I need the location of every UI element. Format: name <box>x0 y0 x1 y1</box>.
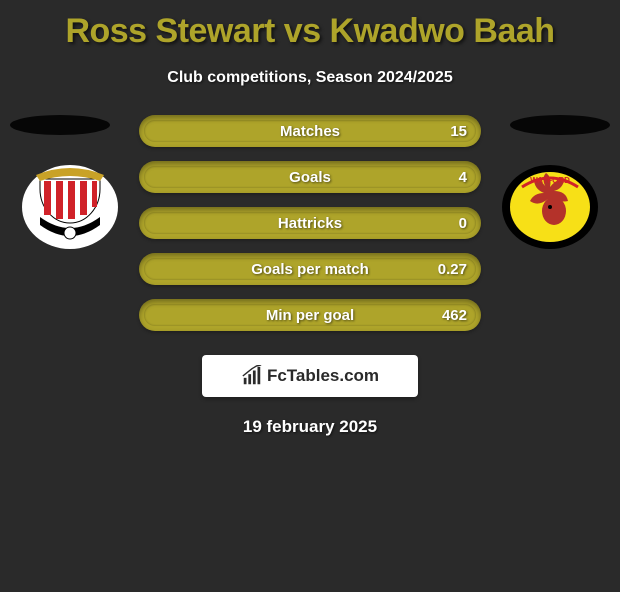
comparison-date: 19 february 2025 <box>0 417 620 437</box>
content-area: WATFORD Matches 15 Goals 4 Hattricks 0 G… <box>0 115 620 437</box>
stat-row-hattricks: Hattricks 0 <box>139 207 481 239</box>
shadow-left <box>10 115 110 135</box>
stat-right-value: 4 <box>459 169 467 186</box>
stat-row-matches: Matches 15 <box>139 115 481 147</box>
left-team-crest <box>20 163 120 251</box>
source-badge-text: FcTables.com <box>267 366 379 386</box>
stat-right-value: 462 <box>442 307 467 324</box>
stat-label: Hattricks <box>278 215 342 232</box>
stat-label: Matches <box>280 123 340 140</box>
stat-row-goals: Goals 4 <box>139 161 481 193</box>
stat-label: Min per goal <box>266 307 354 324</box>
comparison-subtitle: Club competitions, Season 2024/2025 <box>0 69 620 87</box>
stat-label: Goals per match <box>251 261 369 278</box>
shadow-right <box>510 115 610 135</box>
stat-row-min-per-goal: Min per goal 462 <box>139 299 481 331</box>
chart-icon <box>241 365 263 387</box>
stat-right-value: 15 <box>450 123 467 140</box>
source-badge[interactable]: FcTables.com <box>202 355 418 397</box>
stat-label: Goals <box>289 169 331 186</box>
comparison-title: Ross Stewart vs Kwadwo Baah <box>0 12 620 51</box>
stat-right-value: 0 <box>459 215 467 232</box>
stat-row-goals-per-match: Goals per match 0.27 <box>139 253 481 285</box>
stats-list: Matches 15 Goals 4 Hattricks 0 Goals per… <box>139 115 481 331</box>
right-team-crest: WATFORD <box>500 163 600 251</box>
svg-text:WATFORD: WATFORD <box>530 176 570 185</box>
stat-right-value: 0.27 <box>438 261 467 278</box>
